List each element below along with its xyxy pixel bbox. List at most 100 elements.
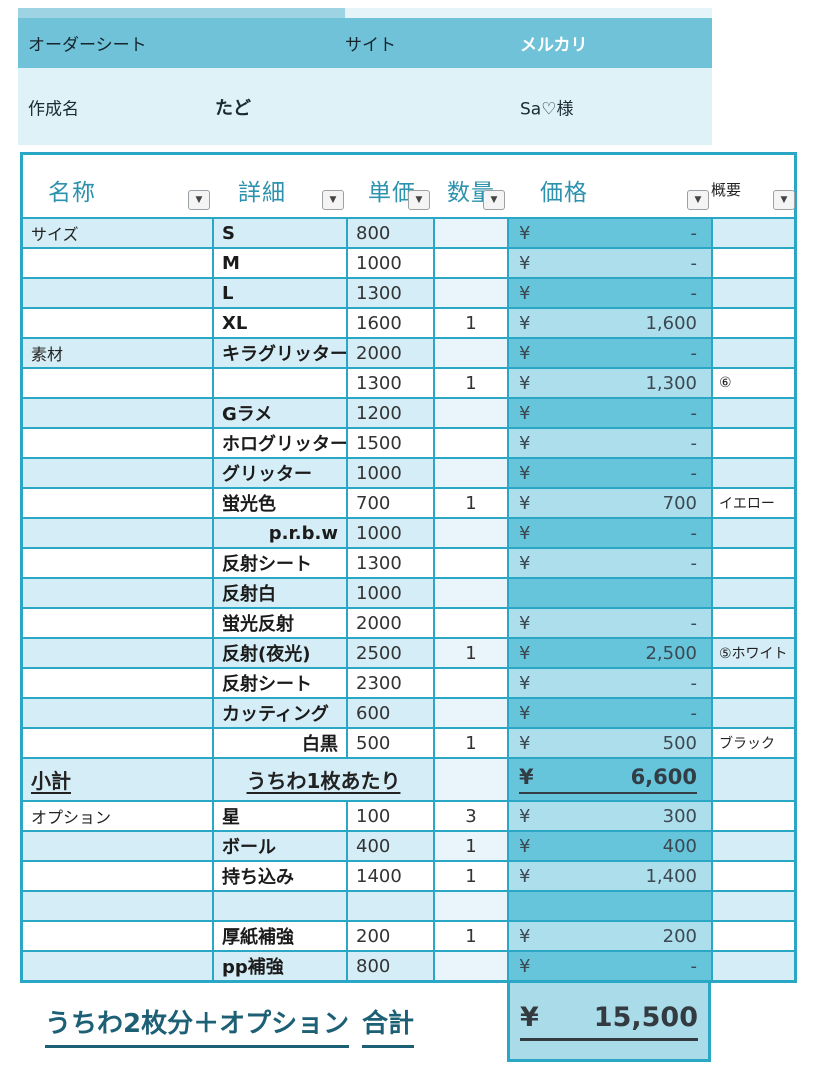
detail-cell[interactable]: [212, 369, 346, 397]
name-cell[interactable]: [23, 399, 212, 427]
subtotal-price-cell[interactable]: ¥6,600: [507, 759, 711, 800]
unit-price-cell[interactable]: 1600: [346, 309, 433, 337]
unit-price-cell[interactable]: 1000: [346, 249, 433, 277]
unit-price-cell[interactable]: 2000: [346, 339, 433, 367]
price-cell[interactable]: [507, 892, 711, 920]
detail-cell[interactable]: 星: [212, 802, 346, 830]
price-cell[interactable]: ¥ -: [507, 219, 711, 247]
price-cell[interactable]: ¥ -: [507, 339, 711, 367]
unit-price-cell[interactable]: 1200: [346, 399, 433, 427]
name-cell[interactable]: [23, 729, 212, 757]
quantity-cell[interactable]: 1: [433, 729, 507, 757]
price-cell[interactable]: ¥ -: [507, 399, 711, 427]
note-cell[interactable]: [711, 952, 794, 980]
name-cell[interactable]: [23, 309, 212, 337]
detail-cell[interactable]: ボール: [212, 832, 346, 860]
detail-cell[interactable]: L: [212, 279, 346, 307]
detail-cell[interactable]: 反射シート: [212, 549, 346, 577]
unit-price-cell[interactable]: 2500: [346, 639, 433, 667]
detail-cell[interactable]: 蛍光色: [212, 489, 346, 517]
unit-price-cell[interactable]: [346, 892, 433, 920]
detail-cell[interactable]: [212, 892, 346, 920]
note-cell[interactable]: [711, 399, 794, 427]
price-cell[interactable]: ¥300: [507, 802, 711, 830]
name-cell[interactable]: 素材: [23, 339, 212, 367]
note-cell[interactable]: [711, 699, 794, 727]
quantity-cell[interactable]: [433, 249, 507, 277]
unit-price-cell[interactable]: 2300: [346, 669, 433, 697]
note-cell[interactable]: [711, 759, 794, 800]
quantity-cell[interactable]: [433, 699, 507, 727]
note-cell[interactable]: [711, 579, 794, 607]
unit-price-cell[interactable]: 1000: [346, 519, 433, 547]
quantity-cell[interactable]: 1: [433, 639, 507, 667]
quantity-cell[interactable]: [433, 579, 507, 607]
unit-price-cell[interactable]: 1000: [346, 459, 433, 487]
quantity-cell[interactable]: 1: [433, 922, 507, 950]
name-cell[interactable]: [23, 699, 212, 727]
unit-price-cell[interactable]: 1000: [346, 579, 433, 607]
detail-cell[interactable]: 反射シート: [212, 669, 346, 697]
price-cell[interactable]: ¥1,400: [507, 862, 711, 890]
filter-dropdown-icon-unit-price[interactable]: ▼: [408, 190, 430, 210]
name-cell[interactable]: [23, 669, 212, 697]
subtotal-label-cell[interactable]: 小計: [23, 759, 212, 800]
quantity-cell[interactable]: 1: [433, 309, 507, 337]
quantity-cell[interactable]: [433, 339, 507, 367]
name-cell[interactable]: [23, 609, 212, 637]
quantity-cell[interactable]: [433, 549, 507, 577]
quantity-cell[interactable]: [433, 759, 507, 800]
price-cell[interactable]: ¥200: [507, 922, 711, 950]
name-cell[interactable]: サイズ: [23, 219, 212, 247]
unit-price-cell[interactable]: 500: [346, 729, 433, 757]
name-cell[interactable]: [23, 459, 212, 487]
name-cell[interactable]: [23, 832, 212, 860]
note-cell[interactable]: [711, 459, 794, 487]
price-cell[interactable]: ¥2,500: [507, 639, 711, 667]
note-cell[interactable]: ブラック: [711, 729, 794, 757]
detail-cell[interactable]: 白黒: [212, 729, 346, 757]
detail-cell[interactable]: 反射白: [212, 579, 346, 607]
price-cell[interactable]: ¥1,600: [507, 309, 711, 337]
detail-cell[interactable]: M: [212, 249, 346, 277]
note-cell[interactable]: [711, 549, 794, 577]
quantity-cell[interactable]: [433, 459, 507, 487]
name-cell[interactable]: [23, 892, 212, 920]
detail-cell[interactable]: pp補強: [212, 952, 346, 980]
quantity-cell[interactable]: [433, 399, 507, 427]
price-cell[interactable]: ¥ -: [507, 699, 711, 727]
filter-dropdown-icon-quantity[interactable]: ▼: [483, 190, 505, 210]
price-cell[interactable]: ¥ -: [507, 609, 711, 637]
name-cell[interactable]: [23, 922, 212, 950]
name-cell[interactable]: [23, 639, 212, 667]
quantity-cell[interactable]: [433, 892, 507, 920]
detail-cell[interactable]: 蛍光反射: [212, 609, 346, 637]
note-cell[interactable]: [711, 609, 794, 637]
quantity-cell[interactable]: 1: [433, 832, 507, 860]
price-cell[interactable]: ¥ -: [507, 519, 711, 547]
note-cell[interactable]: ⑤ホワイト: [711, 639, 794, 667]
unit-price-cell[interactable]: 1400: [346, 862, 433, 890]
detail-cell[interactable]: 反射(夜光): [212, 639, 346, 667]
price-cell[interactable]: ¥1,300: [507, 369, 711, 397]
note-cell[interactable]: [711, 519, 794, 547]
detail-cell[interactable]: キラグリッター: [212, 339, 346, 367]
price-cell[interactable]: ¥500: [507, 729, 711, 757]
name-cell[interactable]: [23, 249, 212, 277]
unit-price-cell[interactable]: 1300: [346, 279, 433, 307]
name-cell[interactable]: [23, 489, 212, 517]
detail-cell[interactable]: 厚紙補強: [212, 922, 346, 950]
price-cell[interactable]: ¥ -: [507, 429, 711, 457]
name-cell[interactable]: [23, 279, 212, 307]
price-cell[interactable]: ¥400: [507, 832, 711, 860]
detail-cell[interactable]: Gラメ: [212, 399, 346, 427]
detail-cell[interactable]: カッティング: [212, 699, 346, 727]
filter-dropdown-icon-note[interactable]: ▼: [773, 190, 795, 210]
quantity-cell[interactable]: [433, 219, 507, 247]
name-cell[interactable]: [23, 549, 212, 577]
detail-cell[interactable]: p.r.b.w: [212, 519, 346, 547]
unit-price-cell[interactable]: 400: [346, 832, 433, 860]
note-cell[interactable]: [711, 339, 794, 367]
note-cell[interactable]: イエロー: [711, 489, 794, 517]
unit-price-cell[interactable]: 700: [346, 489, 433, 517]
